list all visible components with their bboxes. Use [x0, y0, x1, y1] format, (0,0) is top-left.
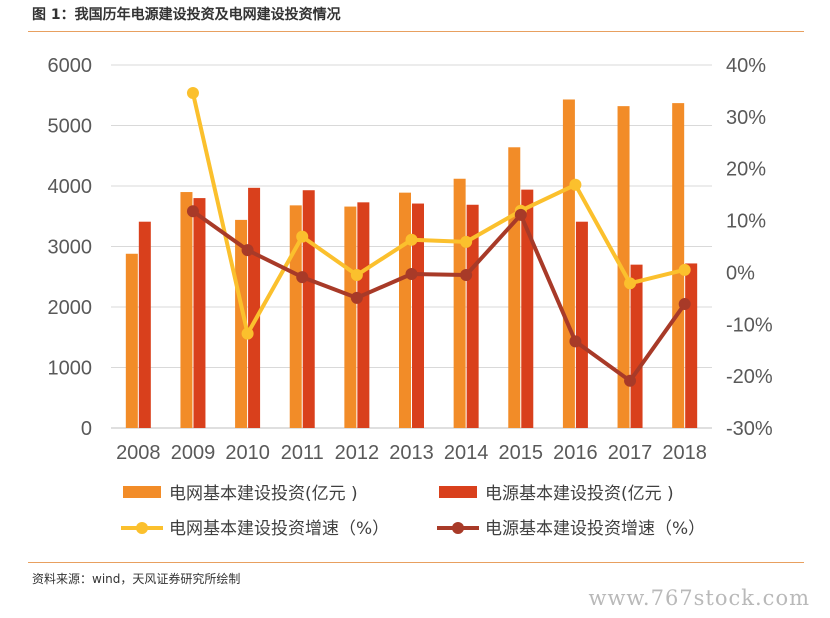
legend-label: 电源基本建设投资(亿元 ) — [485, 484, 674, 504]
legend-label: 电网基本建设投资增速（%） — [169, 519, 389, 539]
point-power-growth — [405, 267, 418, 280]
legend-swatch — [439, 486, 477, 498]
legend-swatch-marker — [452, 522, 464, 534]
watermark: www.767stock.com — [588, 586, 810, 610]
combo-chart: 0 1000 2000 3000 4000 5000 6000 -30% -20% -10% 0%… — [48, 55, 773, 539]
gridlines — [111, 64, 712, 429]
point-power-growth — [624, 374, 637, 387]
bar-power-investment — [412, 203, 424, 428]
line-series — [186, 87, 691, 387]
right-tick-label: -20% — [726, 366, 773, 388]
point-grid-growth — [241, 327, 254, 340]
bar-power-investment — [630, 264, 643, 428]
right-tick-label: 20% — [726, 159, 766, 181]
right-tick-label: -30% — [726, 418, 773, 440]
x-axis: 2008 2009 2010 2011 2012 2013 2014 2015 2016 2017… — [116, 442, 707, 464]
left-tick-label: 1000 — [48, 358, 93, 380]
legend-label: 电网基本建设投资(亿元 ) — [169, 484, 358, 504]
point-grid-growth — [405, 233, 418, 246]
bar-grid-investment — [453, 178, 466, 428]
left-tick-label: 3000 — [48, 237, 93, 259]
point-grid-growth — [569, 178, 582, 191]
bar-power-investment — [685, 263, 698, 428]
line-power-growth — [191, 209, 687, 383]
bar-power-investment — [302, 190, 315, 428]
right-tick-label: 40% — [726, 55, 766, 77]
bar-grid-investment — [672, 103, 685, 429]
left-tick-label: 6000 — [48, 55, 93, 77]
footer-divider — [28, 562, 804, 563]
right-tick-label: -10% — [726, 314, 773, 336]
chart-title: 图 1：我国历年电源建设投资及电网建设投资情况 — [32, 7, 341, 23]
legend-swatch-marker — [136, 522, 148, 534]
point-power-growth — [678, 298, 691, 311]
left-tick-label: 0 — [81, 418, 92, 440]
line-grid-growth — [191, 92, 686, 336]
bar-grid-investment — [125, 253, 138, 428]
bar-grid-investment — [508, 147, 521, 428]
bar-power-investment — [248, 187, 261, 428]
source-note: 资料来源：wind，天风证券研究所绘制 — [32, 572, 241, 586]
x-tick-label: 2012 — [335, 442, 380, 464]
point-grid-growth — [460, 235, 473, 248]
right-tick-label: 0% — [726, 262, 755, 284]
right-tick-label: 10% — [726, 211, 766, 233]
point-grid-growth — [678, 263, 691, 276]
point-power-growth — [350, 291, 363, 304]
left-tick-label: 2000 — [48, 297, 93, 319]
x-tick-label: 2017 — [608, 442, 653, 464]
right-tick-label: 30% — [726, 107, 766, 129]
x-tick-label: 2011 — [281, 442, 324, 464]
legend-swatch — [123, 486, 161, 498]
point-grid-growth — [296, 230, 309, 243]
bar-power-investment — [193, 198, 206, 428]
bar-grid-investment — [180, 192, 193, 428]
point-power-growth — [460, 269, 473, 282]
bar-power-investment — [138, 221, 151, 428]
bar-power-investment — [575, 221, 588, 428]
point-grid-growth — [350, 269, 363, 282]
x-tick-label: 2013 — [389, 442, 434, 464]
x-tick-label: 2009 — [171, 442, 216, 464]
x-tick-label: 2008 — [116, 442, 161, 464]
bar-grid-investment — [235, 219, 248, 428]
legend-label: 电源基本建设投资增速（%） — [485, 519, 705, 539]
title-divider — [28, 31, 804, 32]
bar-grid-investment — [344, 206, 357, 428]
legend: 电网基本建设投资(亿元 ) 电源基本建设投资(亿元 ) 电网基本建设投资增速（%） 电… — [121, 484, 705, 539]
left-axis: 0 1000 2000 3000 4000 5000 6000 — [48, 55, 93, 440]
x-tick-label: 2010 — [225, 442, 270, 464]
point-power-growth — [241, 244, 254, 257]
point-power-growth — [186, 205, 199, 218]
bar-power-investment — [521, 189, 534, 428]
point-grid-growth — [624, 277, 637, 290]
x-tick-label: 2015 — [499, 442, 544, 464]
point-power-growth — [514, 208, 527, 221]
point-grid-growth — [186, 87, 199, 100]
bar-grid-investment — [617, 106, 630, 428]
bar-grid-investment — [562, 99, 575, 429]
bar-grid-investment — [399, 192, 411, 428]
bar-power-investment — [466, 204, 479, 428]
left-tick-label: 5000 — [48, 116, 93, 138]
right-axis: -30% -20% -10% 0% 10% 20% 30% 40% — [726, 55, 773, 440]
x-tick-label: 2014 — [444, 442, 489, 464]
bar-series — [125, 99, 698, 429]
bar-grid-investment — [289, 205, 302, 428]
left-tick-label: 4000 — [48, 176, 93, 198]
x-tick-label: 2018 — [662, 442, 707, 464]
x-tick-label: 2016 — [553, 442, 598, 464]
point-power-growth — [296, 271, 309, 284]
point-power-growth — [569, 335, 582, 348]
bar-power-investment — [357, 202, 370, 428]
